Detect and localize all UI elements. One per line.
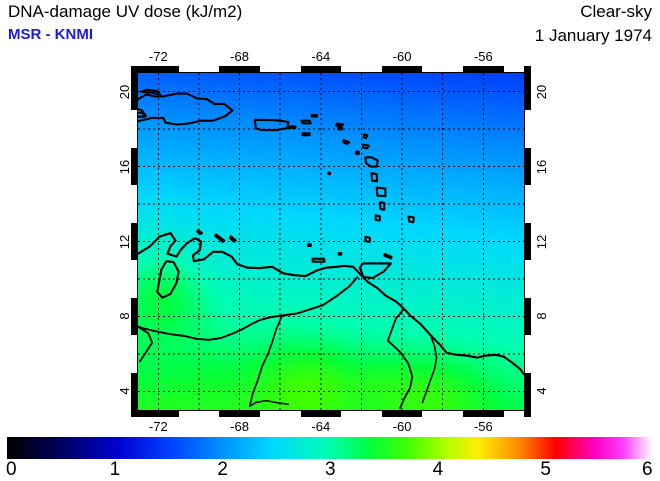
frame-band-top <box>463 66 504 73</box>
frame-band-right <box>524 73 531 111</box>
colorbar-gradient <box>7 437 653 459</box>
lat-tick-left-16: 16 <box>117 159 132 174</box>
lat-tick-left-4: 4 <box>117 387 132 395</box>
lat-tick-left-20: 20 <box>117 84 132 99</box>
colorbar-tick-3: 3 <box>325 459 336 480</box>
colorbar-tick-5: 5 <box>540 459 551 480</box>
frame-band-bottom <box>219 410 260 417</box>
lon-tick-bottom--60: -60 <box>392 419 412 434</box>
frame-band-top <box>138 66 179 73</box>
lat-tick-right-12: 12 <box>534 234 549 249</box>
frame-band-left <box>131 372 138 410</box>
colorbar-tick-6: 6 <box>642 459 653 480</box>
lon-tick-bottom--64: -64 <box>311 419 331 434</box>
frame-band-right <box>524 222 531 261</box>
colorbar-tick-4: 4 <box>432 459 444 480</box>
data-source-label: MSR - KNMI <box>8 26 93 43</box>
lat-tick-left-12: 12 <box>117 234 132 249</box>
lat-tick-right-16: 16 <box>534 159 549 174</box>
frame-band-top <box>381 66 423 73</box>
frame-band-bottom <box>300 410 342 417</box>
frame-band-right <box>524 147 531 186</box>
date-label: 1 January 1974 <box>534 26 652 45</box>
lat-tick-right-4: 4 <box>534 387 549 395</box>
coastline-overlay <box>138 88 524 410</box>
frame-band-right <box>524 297 531 336</box>
lat-tick-right-8: 8 <box>534 312 549 320</box>
frame-corner-tr <box>524 66 531 73</box>
map-panel: -72 -72 -68 -68 -64 -64 -60 -60 -56 -56 20 20 16 16 12… <box>117 49 549 434</box>
lon-tick-top--72: -72 <box>148 49 168 64</box>
frame-band-bottom <box>138 410 179 417</box>
frame-corner-tl <box>131 66 138 73</box>
frame-band-left <box>131 222 138 261</box>
page-title: DNA-damage UV dose (kJ/m2) <box>8 2 243 21</box>
lon-tick-top--64: -64 <box>311 49 331 64</box>
colorbar <box>7 437 653 459</box>
frame-band-bottom <box>463 410 504 417</box>
colorbar-tick-2: 2 <box>217 459 228 480</box>
frame-band-left <box>131 297 138 336</box>
frame-band-left <box>131 73 138 111</box>
lon-tick-bottom--72: -72 <box>148 419 168 434</box>
lon-tick-top--68: -68 <box>230 49 249 64</box>
frame-band-top <box>219 66 260 73</box>
frame-band-left <box>131 147 138 186</box>
colorbar-tick-0: 0 <box>6 459 17 480</box>
plot-border <box>137 72 525 411</box>
lon-tick-bottom--68: -68 <box>230 419 249 434</box>
lon-tick-top--60: -60 <box>392 49 412 64</box>
map-plot-area <box>138 73 524 410</box>
lat-tick-right-20: 20 <box>534 84 549 99</box>
frame-band-bottom <box>381 410 423 417</box>
frame-band-right <box>524 372 531 410</box>
lon-tick-bottom--56: -56 <box>473 419 493 434</box>
frame-corner-br <box>524 410 531 417</box>
colorbar-tick-1: 1 <box>109 459 121 480</box>
frame-corner-bl <box>131 410 138 417</box>
lon-tick-top--56: -56 <box>473 49 493 64</box>
frame-band-top <box>300 66 342 73</box>
lat-tick-left-8: 8 <box>117 312 132 320</box>
sky-condition-label: Clear-sky <box>580 2 652 21</box>
